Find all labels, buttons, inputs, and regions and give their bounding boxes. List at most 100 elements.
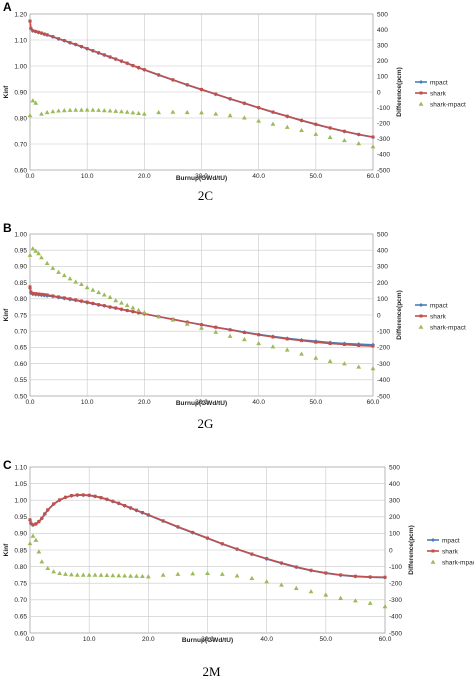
data-point-shark-mpact xyxy=(119,109,124,114)
data-point-shark-mpact xyxy=(342,361,347,366)
y-tick-label: 1.10 xyxy=(14,37,27,44)
panel-caption: 2G xyxy=(198,416,214,431)
y-axis-label: Kinf xyxy=(3,85,10,98)
x-tick-label: 20.0 xyxy=(138,399,151,406)
legend-label: shark xyxy=(430,90,447,97)
x-tick-label: 0.0 xyxy=(25,636,34,643)
data-point-shark-mpact xyxy=(227,333,233,338)
y-tick-label: 0.60 xyxy=(14,361,27,368)
data-point-shark-mpact xyxy=(98,572,104,577)
data-point-shark xyxy=(185,83,189,87)
data-point-shark-mpact xyxy=(170,109,176,114)
y2-tick-label: -200 xyxy=(377,345,390,352)
data-point-shark-mpact xyxy=(107,108,113,113)
y-tick-label: 0.60 xyxy=(14,630,27,637)
y2-tick-label: -100 xyxy=(377,329,390,336)
data-point-shark xyxy=(42,293,46,297)
data-point-shark-mpact xyxy=(92,572,98,577)
data-point-shark xyxy=(29,26,33,30)
data-point-shark xyxy=(43,512,47,516)
y2-axis-label: Difference(pcm) xyxy=(396,290,403,339)
data-point-shark xyxy=(135,508,138,512)
y2-tick-label: 0 xyxy=(389,547,393,554)
data-point-shark-mpact xyxy=(101,108,107,113)
y-tick-label: 0.50 xyxy=(14,393,27,400)
data-point-shark xyxy=(206,536,209,540)
data-point-shark xyxy=(37,292,41,296)
y2-tick-label: 500 xyxy=(389,464,400,471)
y-axis-label: Kinf xyxy=(3,543,10,556)
data-point-shark xyxy=(146,513,150,517)
x-tick-label: 50.0 xyxy=(310,399,323,406)
data-point-shark-mpact xyxy=(284,124,290,129)
y2-tick-label: 400 xyxy=(377,27,388,34)
data-point-shark xyxy=(228,97,232,101)
data-point-shark xyxy=(69,494,73,498)
data-point-shark xyxy=(62,296,66,300)
data-point-shark-mpact xyxy=(119,300,124,305)
y2-tick-label: 100 xyxy=(389,531,400,538)
data-point-shark-mpact xyxy=(128,573,133,578)
y-tick-label: 0.70 xyxy=(14,597,27,604)
data-point-shark-mpact xyxy=(256,340,262,346)
data-point-shark xyxy=(265,557,269,561)
data-point-shark xyxy=(117,501,121,505)
y-tick-label: 0.65 xyxy=(14,345,27,352)
data-point-shark-mpact xyxy=(175,571,181,576)
data-point-shark xyxy=(191,530,195,534)
data-point-shark-mpact xyxy=(33,248,39,253)
x-tick-label: 10.0 xyxy=(81,173,94,180)
data-point-shark xyxy=(125,61,129,65)
data-point-shark xyxy=(91,301,95,305)
data-point-shark xyxy=(62,39,66,43)
data-point-shark xyxy=(257,106,261,110)
data-point-shark xyxy=(28,285,32,289)
data-point-shark xyxy=(314,340,318,344)
y2-tick-label: -300 xyxy=(389,597,402,604)
data-point-shark-mpact xyxy=(370,366,376,371)
x-tick-label: 60.0 xyxy=(367,173,380,180)
data-point-shark xyxy=(131,63,135,67)
data-point-shark-mpact xyxy=(61,272,67,278)
data-point-shark-mpact xyxy=(184,321,190,326)
y-tick-label: 0.75 xyxy=(14,312,27,319)
data-point-shark-mpact xyxy=(141,111,147,116)
data-point-shark xyxy=(157,73,161,77)
y-tick-label: 0.60 xyxy=(14,167,27,174)
data-point-shark xyxy=(85,47,89,51)
y2-tick-label: -400 xyxy=(377,152,390,159)
y-tick-label: 0.85 xyxy=(14,547,27,554)
panel-letter: A xyxy=(3,0,12,14)
panel-letter: C xyxy=(3,458,12,472)
data-point-shark xyxy=(250,552,254,556)
data-point-shark-mpact xyxy=(116,573,122,578)
y-tick-label: 0.65 xyxy=(14,614,27,621)
y-tick-label: 0.70 xyxy=(14,329,27,336)
data-point-shark xyxy=(214,325,218,329)
data-point-shark xyxy=(45,33,49,37)
y-tick-label: 0.55 xyxy=(14,377,27,384)
y2-tick-label: 300 xyxy=(377,264,388,271)
data-point-shark xyxy=(371,344,375,348)
data-point-shark-mpact xyxy=(33,100,39,105)
data-point-shark-mpact xyxy=(356,364,362,369)
y2-tick-label: 200 xyxy=(377,280,388,287)
data-point-shark xyxy=(328,126,332,130)
data-point-shark-mpact xyxy=(56,108,61,113)
data-point-shark xyxy=(371,135,375,139)
data-point-shark xyxy=(97,303,101,307)
y2-tick-label: -200 xyxy=(389,581,402,588)
legend-marker-mpact xyxy=(419,303,423,307)
data-point-shark-mpact xyxy=(107,294,113,299)
data-point-shark-mpact xyxy=(327,358,333,363)
y-tick-label: 0.80 xyxy=(14,564,27,571)
data-point-shark-mpact xyxy=(353,598,358,603)
data-point-shark xyxy=(68,41,72,45)
data-point-shark-mpact xyxy=(241,336,247,342)
data-point-shark-mpact xyxy=(264,579,270,584)
data-point-shark-mpact xyxy=(30,246,36,251)
data-point-shark-mpact xyxy=(84,107,90,112)
data-point-shark-mpact xyxy=(338,595,344,600)
y2-tick-label: 200 xyxy=(377,58,388,65)
data-point-shark-mpact xyxy=(213,111,219,116)
